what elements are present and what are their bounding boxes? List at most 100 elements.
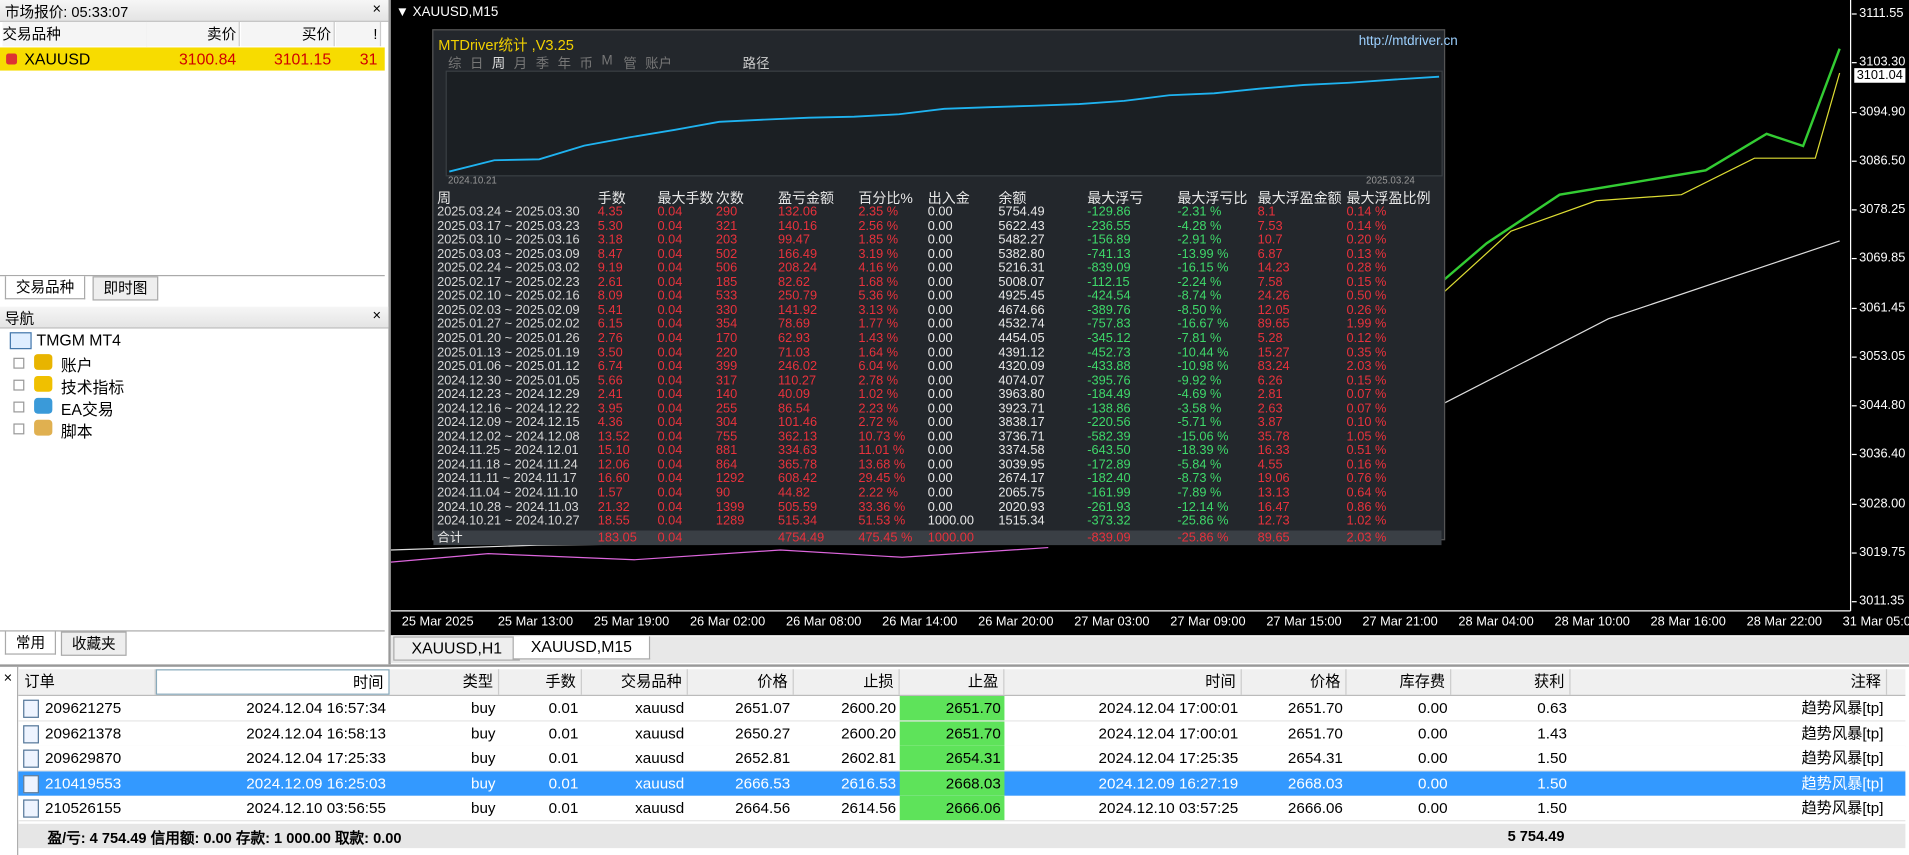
time-label: 25 Mar 13:00 (497, 614, 574, 630)
end-date: 2025.03.24 (1366, 175, 1415, 187)
cell: 0.28 % (1346, 260, 1387, 276)
cell: 1399 (715, 499, 745, 515)
close-button[interactable]: × (372, 0, 382, 18)
column-header[interactable]: 手数 (499, 669, 582, 695)
cell: 608.42 (777, 471, 818, 487)
time-label: 27 Mar 15:00 (1266, 614, 1342, 630)
cell: -5.71 % (1177, 415, 1222, 430)
tab[interactable]: 常用 (4, 631, 57, 655)
cell: 2666.53 (735, 774, 791, 792)
cell: 19.06 (1257, 471, 1290, 487)
equity-chart (445, 70, 1443, 177)
cell: 6.04 % (858, 359, 899, 374)
column-header[interactable]: 价格 (1242, 669, 1347, 695)
symbol-row[interactable]: XAUUSD 3100.84 3101.15 31 (0, 47, 385, 71)
cell: 210419553 (45, 774, 122, 792)
tree-item[interactable]: EA交易 (60, 400, 114, 419)
cell: -25.86 % (1177, 513, 1229, 529)
cell: 5.30 (597, 218, 623, 234)
column-header[interactable]: 止损 (794, 669, 900, 695)
cell: 1.50 (1537, 799, 1567, 817)
cell: 1.02 % (1346, 513, 1387, 529)
order-row[interactable]: 209621275 2024.12.04 16:57:34 buy 0.01 xauus… (18, 696, 1906, 722)
cell: 2.72 % (858, 415, 899, 430)
column-header[interactable]: 交易品种 (582, 669, 688, 695)
tick-mark (1851, 307, 1857, 309)
symbol-period: XAUUSD,M15 (412, 4, 499, 20)
period-tab[interactable]: 综 (448, 57, 462, 72)
symbol-icon (6, 53, 18, 65)
tree-item[interactable]: 脚本 (60, 422, 93, 441)
cell: 210526155 (45, 799, 122, 817)
cell: 4754.49 (777, 530, 825, 545)
close-button[interactable]: × (372, 306, 382, 324)
url[interactable]: http://mtdriver.cn (1358, 34, 1458, 49)
column-header[interactable]: 止盈 (900, 669, 1005, 695)
period-tab[interactable]: 账户 (645, 57, 673, 72)
cell: 2065.75 (998, 485, 1045, 501)
cell: 趋势风暴[tp] (1801, 774, 1884, 792)
order-row[interactable]: 209621378 2024.12.04 16:58:13 buy 0.01 xauus… (18, 721, 1906, 747)
cell: 2025.03.10 ~ 2025.03.16 (437, 232, 580, 248)
tab[interactable]: XAUUSD,M15 (512, 636, 651, 660)
close-button[interactable]: × (3, 669, 13, 687)
time-label: 26 Mar 14:00 (882, 614, 958, 630)
cell: 0.51 % (1346, 443, 1387, 458)
tick-mark (1851, 454, 1857, 456)
column-header: 最大浮亏比 (1177, 192, 1248, 207)
tab[interactable]: 交易品种 (4, 276, 86, 300)
tree-item[interactable]: 账户 (60, 356, 93, 375)
period-tab[interactable]: 年 (557, 57, 572, 72)
time-label: 26 Mar 08:00 (786, 614, 862, 630)
time-label: 27 Mar 03:00 (1074, 614, 1150, 630)
column-header[interactable]: 库存费 (1347, 669, 1452, 695)
period-tab[interactable]: 币 (579, 57, 593, 72)
cell: 0.00 (927, 344, 953, 360)
order-row[interactable]: 210419553 2024.12.09 16:25:03 buy 0.01 xauus… (18, 771, 1906, 797)
period-tab[interactable]: 季 (535, 57, 550, 72)
column-header[interactable]: 时间 (1004, 669, 1242, 695)
cell: 2025.01.27 ~ 2025.02.02 (437, 316, 580, 332)
column-header[interactable]: 订单 (19, 669, 156, 695)
cell: 4674.66 (998, 302, 1045, 318)
cell: 2025.02.17 ~ 2025.02.23 (437, 274, 580, 290)
cell: 2614.56 (841, 799, 897, 817)
column-header[interactable]: 类型 (390, 669, 500, 695)
column-header[interactable]: 获利 (1451, 669, 1571, 695)
cell: 99.47 (777, 232, 810, 248)
period-tab[interactable]: 周 (491, 57, 506, 72)
order-row[interactable]: 210526155 2024.12.10 03:56:55 buy 0.01 xauus… (18, 796, 1906, 822)
cell: -10.44 % (1177, 344, 1229, 360)
tree-root[interactable]: TMGM MT4 (36, 330, 121, 350)
column-header[interactable]: 价格 (688, 669, 794, 695)
cell: 1.77 % (858, 316, 899, 332)
column-header: 最大手数 (657, 192, 714, 207)
column-header[interactable]: 注释 (1571, 669, 1888, 695)
cell: 2024.12.10 03:56:55 (246, 799, 386, 817)
time-label: 26 Mar 02:00 (689, 614, 766, 630)
order-icon (23, 799, 39, 819)
period-tab[interactable]: 月 (513, 57, 528, 72)
time-label: 31 Mar 05:00 (1842, 614, 1909, 630)
column-header[interactable]: 时间 (155, 669, 390, 695)
cell: 0.04 (657, 429, 683, 444)
cell: -2.31 % (1177, 204, 1222, 220)
cell: 趋势风暴[tp] (1801, 749, 1884, 767)
price-label: 3094.90 (1859, 104, 1906, 119)
price-label: 3061.45 (1859, 299, 1906, 315)
cell: -757.83 (1087, 316, 1131, 332)
period-tab[interactable]: 日 (469, 57, 484, 72)
path-button[interactable]: 路径 (742, 57, 770, 72)
tree-item[interactable]: 技术指标 (60, 378, 125, 397)
tab[interactable]: 即时图 (92, 276, 159, 301)
period-tab[interactable]: 管 (623, 57, 637, 72)
cell: 62.93 (777, 330, 810, 346)
tab[interactable]: 收藏夹 (60, 631, 127, 656)
tab[interactable]: XAUUSD,H1 (393, 636, 521, 661)
order-row[interactable]: 209629870 2024.12.04 17:25:33 buy 0.01 xauus… (18, 746, 1906, 772)
cell: 3736.71 (998, 429, 1045, 444)
cell: 506 (715, 260, 738, 276)
cell: 0.04 (657, 485, 683, 501)
period-tab[interactable]: M (601, 53, 613, 69)
